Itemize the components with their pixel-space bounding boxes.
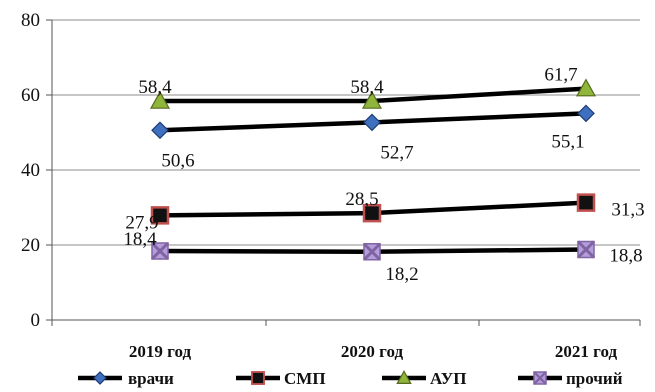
legend-label: АУП <box>430 369 466 388</box>
legend-marker-cross <box>533 371 547 385</box>
data-label: 18,8 <box>609 246 642 267</box>
data-label: 27,9 <box>125 212 158 233</box>
data-label: 18,2 <box>385 264 418 285</box>
data-point-cross <box>150 241 170 261</box>
data-label: 52,7 <box>380 142 413 163</box>
x-tick-label: 2019 год <box>129 342 192 361</box>
gridlines <box>52 19 640 246</box>
data-point <box>361 90 383 109</box>
data-label: 18,4 <box>123 229 157 250</box>
x-tick-label: 2020 год <box>341 342 404 361</box>
data-point-cross <box>576 240 596 259</box>
data-point <box>150 206 170 225</box>
legend-label: врачи <box>128 369 174 388</box>
y-axis-ticks: 0 20 40 60 80 <box>21 10 40 331</box>
data-label: 58,4 <box>138 77 172 98</box>
x-axis-ticks: 2019 год 2020 год 2021 год <box>129 342 618 361</box>
data-point <box>151 121 169 140</box>
series-group <box>149 78 597 261</box>
data-label: 61,7 <box>544 65 577 86</box>
axes <box>46 19 641 326</box>
y-tick-label: 40 <box>21 160 40 181</box>
data-point <box>576 193 596 212</box>
data-label: 50,6 <box>161 150 194 171</box>
data-label: 28,5 <box>345 189 378 210</box>
legend: врачи СМП АУП прочий <box>78 369 623 388</box>
data-label: 31,3 <box>611 200 644 221</box>
legend-marker <box>251 371 265 385</box>
data-point <box>363 113 381 132</box>
y-tick-label: 20 <box>21 235 40 256</box>
data-point <box>362 203 382 223</box>
data-point <box>577 104 595 123</box>
data-labels: 50,6 52,7 55,1 27,9 28,5 31,3 58,4 58,4 61,7 18,4… <box>123 65 644 285</box>
y-tick-label: 80 <box>21 10 40 31</box>
data-point-cross <box>362 242 382 261</box>
y-tick-label: 60 <box>21 85 40 106</box>
data-point <box>575 78 597 97</box>
legend-label: СМП <box>284 369 326 388</box>
data-label: 55,1 <box>551 131 584 152</box>
y-tick-label: 0 <box>31 310 41 331</box>
data-label: 58,4 <box>350 77 384 98</box>
x-tick-label: 2021 год <box>555 342 618 361</box>
legend-marker <box>396 370 412 384</box>
data-point <box>149 90 171 109</box>
legend-label: прочий <box>566 369 623 388</box>
legend-marker <box>93 371 107 385</box>
